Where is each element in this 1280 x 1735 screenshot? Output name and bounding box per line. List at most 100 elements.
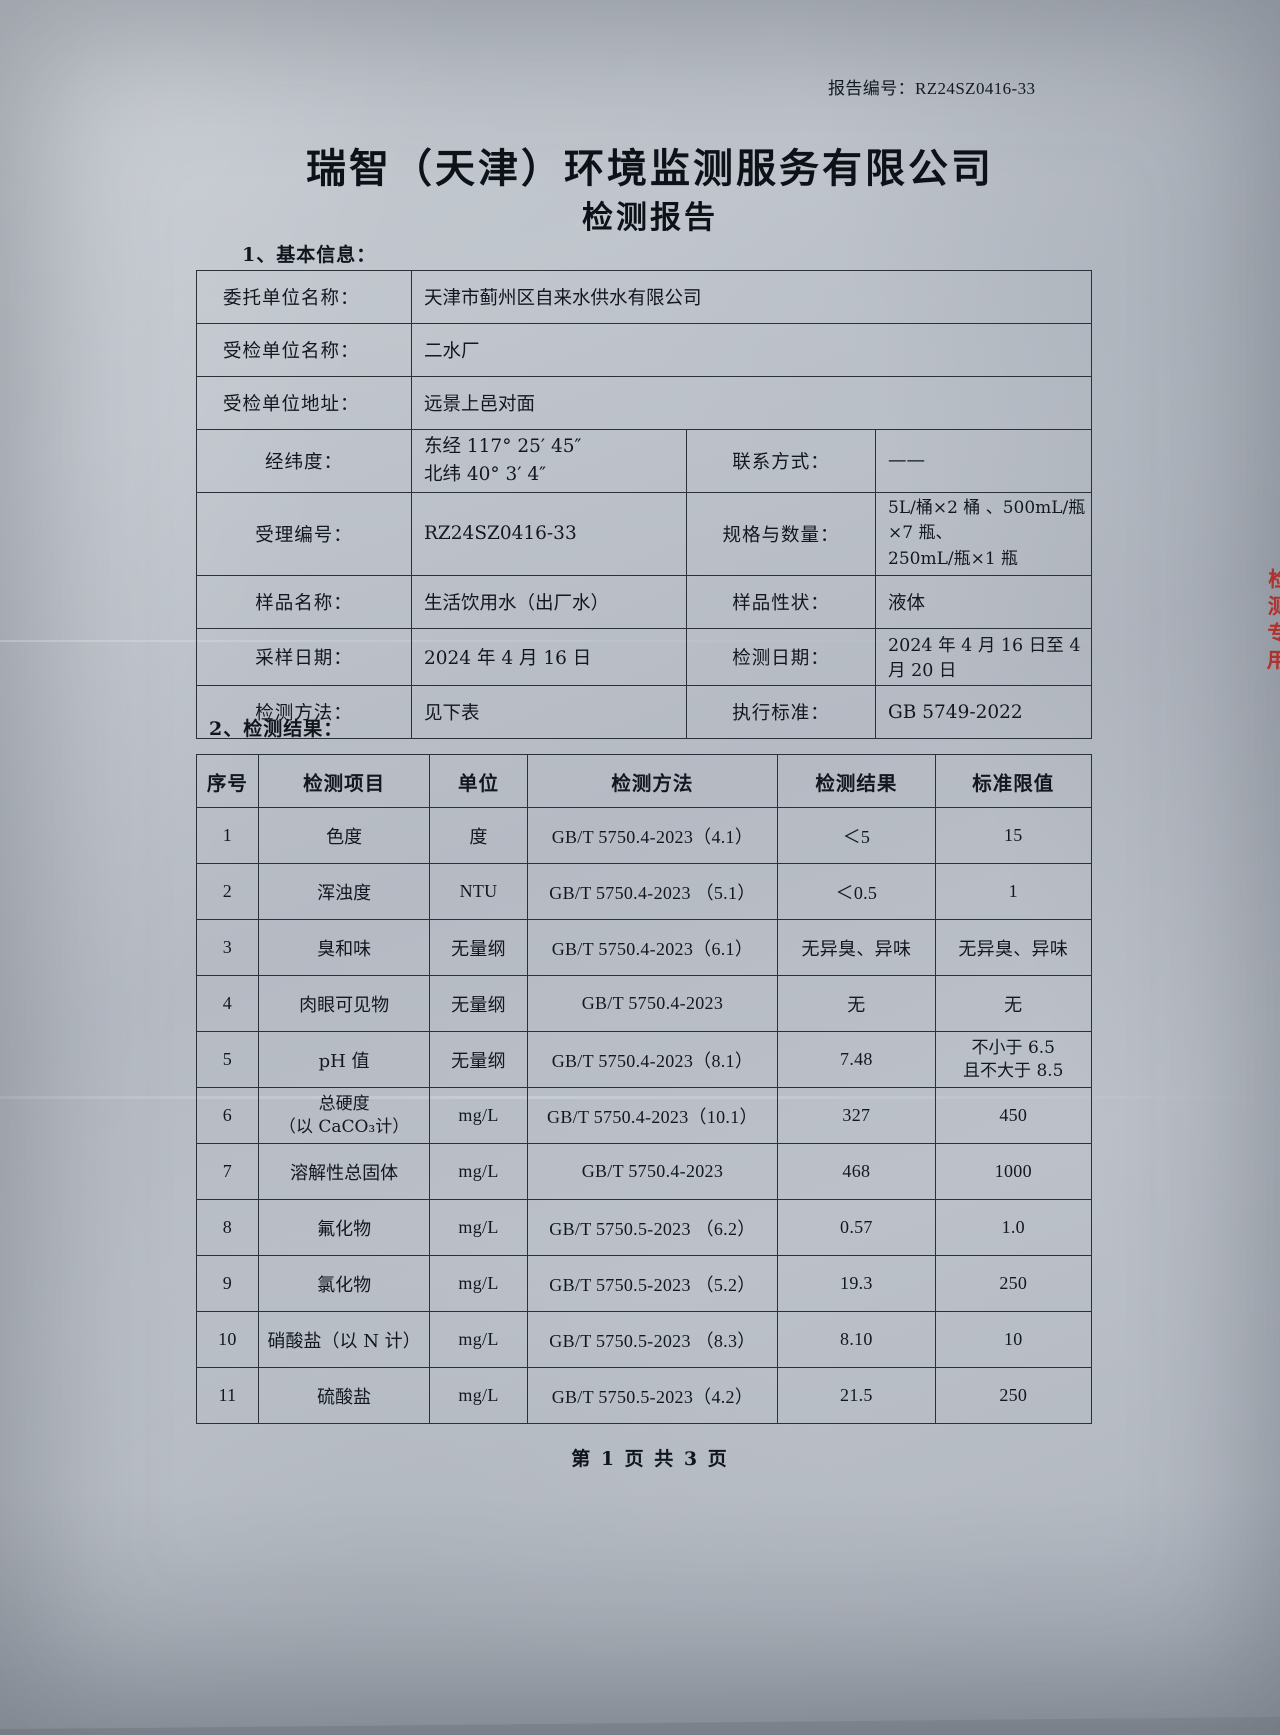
cell-index: 1	[196, 807, 259, 864]
contact-label: 联系方式：	[686, 429, 876, 493]
cell-method: GB/T 5750.5-2023 （8.3）	[526, 1311, 779, 1368]
cell-unit: NTU	[429, 863, 528, 920]
coordinates-label: 经纬度：	[196, 429, 412, 493]
cell-unit: mg/L	[429, 1367, 528, 1424]
sampling-date-value: 2024 年 4 月 16 日	[411, 628, 687, 686]
cell-index: 11	[196, 1367, 259, 1424]
table-row: 9 氯化物 mg/L GB/T 5750.5-2023 （5.2） 19.3 250	[196, 1255, 1093, 1312]
cell-item-line: （以 CaCO₃计）	[278, 1116, 410, 1137]
cell-method: GB/T 5750.5-2023 （5.2）	[526, 1255, 779, 1312]
cell-limit: 250	[934, 1367, 1093, 1424]
column-header-2: 检测项目	[257, 754, 431, 808]
report-number-value: RZ24SZ0416-33	[915, 79, 1036, 98]
cell-method: GB/T 5750.4-2023	[526, 975, 779, 1032]
cell-unit: mg/L	[429, 1143, 528, 1200]
cell-method: GB/T 5750.5-2023（4.2）	[526, 1367, 779, 1424]
basic-info-table: 委托单位名称： 天津市蓟州区自来水供水有限公司 受检单位名称： 二水厂 受检单位…	[196, 270, 1092, 739]
document-title: 检测报告	[582, 200, 718, 236]
cell-unit: 无量纲	[429, 919, 528, 976]
cell-limit: 450	[934, 1087, 1093, 1144]
table-row: 经纬度： 东经 117° 25′ 45″ 北纬 40° 3′ 4″ 联系方式： …	[196, 429, 1092, 493]
cell-unit: mg/L	[429, 1311, 528, 1368]
table-row: 受检单位地址： 远景上邑对面	[196, 376, 1092, 430]
table-row: 采样日期： 2024 年 4 月 16 日 检测日期： 2024 年 4 月 1…	[196, 628, 1092, 686]
table-row: 5 pH 值无量纲 GB/T 5750.4-2023（8.1） 7.48 不小于 6.5…	[196, 1031, 1093, 1088]
cell-index: 9	[196, 1255, 259, 1312]
cell-item-line: 总硬度	[318, 1093, 370, 1114]
cell-unit: mg/L	[429, 1199, 528, 1256]
results-table-header: 序号 检测项目 单位 检测方法 检测结果 标准限值	[196, 754, 1093, 808]
cell-result: 无异臭、异味	[777, 919, 936, 976]
cell-item: 臭和味	[257, 919, 431, 976]
cell-index: 5	[196, 1031, 259, 1088]
cell-index: 6	[196, 1087, 259, 1144]
inspected-unit-label: 受检单位名称：	[196, 323, 412, 377]
cell-method: GB/T 5750.4-2023（8.1）	[526, 1031, 779, 1088]
cell-result: 21.5	[777, 1367, 936, 1424]
section-heading-basic-info: 1、基本信息：	[242, 244, 377, 266]
red-seal-text: 检测专用	[1264, 568, 1280, 677]
test-date-value: 2024 年 4 月 16 日至 4 月 20 日	[875, 628, 1092, 686]
cell-item: 氯化物	[257, 1255, 431, 1312]
cell-limit: 1	[934, 863, 1093, 920]
cell-unit: 无量纲	[429, 1031, 528, 1088]
cell-unit: mg/L	[429, 1087, 528, 1144]
cell-unit: mg/L	[429, 1255, 528, 1312]
cell-item: 溶解性总固体	[257, 1143, 431, 1200]
cell-limit: 无异臭、异味	[934, 919, 1093, 976]
table-row: 10 硝酸盐（以 N 计） mg/L GB/T 5750.5-2023 （8.3） 8.…	[196, 1311, 1093, 1368]
inspected-unit-value: 二水厂	[411, 323, 1092, 377]
method-value: 见下表	[411, 685, 687, 739]
address-value: 远景上邑对面	[411, 376, 1092, 430]
cell-index: 10	[196, 1311, 259, 1368]
cell-item: 氟化物	[257, 1199, 431, 1256]
cell-index: 4	[196, 975, 259, 1032]
coordinates-value: 东经 117° 25′ 45″ 北纬 40° 3′ 4″	[411, 429, 687, 493]
sample-state-value: 液体	[875, 575, 1092, 629]
address-label: 受检单位地址：	[196, 376, 412, 430]
red-seal-stamp: 检测专用	[1262, 568, 1280, 718]
coordinates-longitude: 东经 117° 25′ 45″	[424, 436, 582, 457]
company-name: 瑞智（天津）环境监测服务有限公司	[306, 145, 994, 192]
sample-name-label: 样品名称：	[196, 575, 412, 629]
cell-unit: 无量纲	[429, 975, 528, 1032]
test-date-label: 检测日期：	[686, 628, 876, 686]
sampling-date-label: 采样日期：	[196, 628, 412, 686]
table-row: 1 色度度 GB/T 5750.4-2023（4.1） ＜5 15	[196, 807, 1093, 864]
cell-method: GB/T 5750.5-2023 （6.2）	[526, 1199, 779, 1256]
sample-state-label: 样品性状：	[686, 575, 876, 629]
spec-qty-line2: 250mL/瓶×1 瓶	[888, 548, 1019, 569]
spec-qty-label: 规格与数量：	[686, 491, 876, 576]
table-row: 样品名称： 生活饮用水（出厂水） 样品性状： 液体	[196, 575, 1092, 629]
table-row: 受检单位名称： 二水厂	[196, 323, 1092, 377]
cell-item: 浑浊度	[257, 863, 431, 920]
cell-result: 7.48	[777, 1031, 936, 1088]
sample-name-value: 生活饮用水（出厂水）	[411, 575, 687, 629]
column-header-5: 检测结果	[777, 754, 936, 808]
client-value: 天津市蓟州区自来水供水有限公司	[411, 270, 1092, 324]
cell-limit: 1.0	[934, 1199, 1093, 1256]
acceptance-no-value: RZ24SZ0416-33	[411, 491, 687, 576]
table-row: 4 肉眼可见物 无量纲 GB/T 5750.4-2023 无无	[196, 975, 1093, 1032]
column-header-3: 单位	[429, 754, 528, 808]
results-table: 序号 检测项目 单位 检测方法 检测结果 标准限值 1 色度度 GB/T 5750.4-2023…	[196, 754, 1093, 1424]
table-row: 2 浑浊度 NTU GB/T 5750.4-2023 （5.1） ＜0.5 1	[196, 863, 1093, 920]
table-row: 8 氟化物 mg/L GB/T 5750.5-2023 （6.2） 0.57 1.0	[196, 1199, 1093, 1256]
standard-label: 执行标准：	[686, 685, 876, 739]
coordinates-latitude: 北纬 40° 3′ 4″	[424, 463, 547, 485]
spec-qty-value: 5L/桶×2 桶 、500mL/瓶×7 瓶、 250mL/瓶×1 瓶	[875, 491, 1092, 576]
table-row: 6 总硬度 （以 CaCO₃计） mg/L GB/T 5750.4-2023（10.1）…	[196, 1087, 1093, 1144]
cell-result: 327	[777, 1087, 936, 1144]
cell-result: 无	[777, 975, 936, 1032]
cell-limit: 不小于 6.5 且不大于 8.5	[934, 1031, 1093, 1088]
cell-limit: 250	[934, 1255, 1093, 1312]
cell-item: 硫酸盐	[257, 1367, 431, 1424]
table-row: 受理编号： RZ24SZ0416-33 规格与数量： 5L/桶×2 桶 、500…	[196, 491, 1092, 576]
standard-value: GB 5749-2022	[875, 685, 1092, 739]
cell-method: GB/T 5750.4-2023（6.1）	[526, 919, 779, 976]
cell-index: 2	[196, 863, 259, 920]
cell-method: GB/T 5750.4-2023（4.1）	[526, 807, 779, 864]
table-row: 委托单位名称： 天津市蓟州区自来水供水有限公司	[196, 270, 1092, 324]
cell-limit-line: 且不大于 8.5	[963, 1060, 1064, 1081]
column-header-6: 标准限值	[934, 754, 1093, 808]
